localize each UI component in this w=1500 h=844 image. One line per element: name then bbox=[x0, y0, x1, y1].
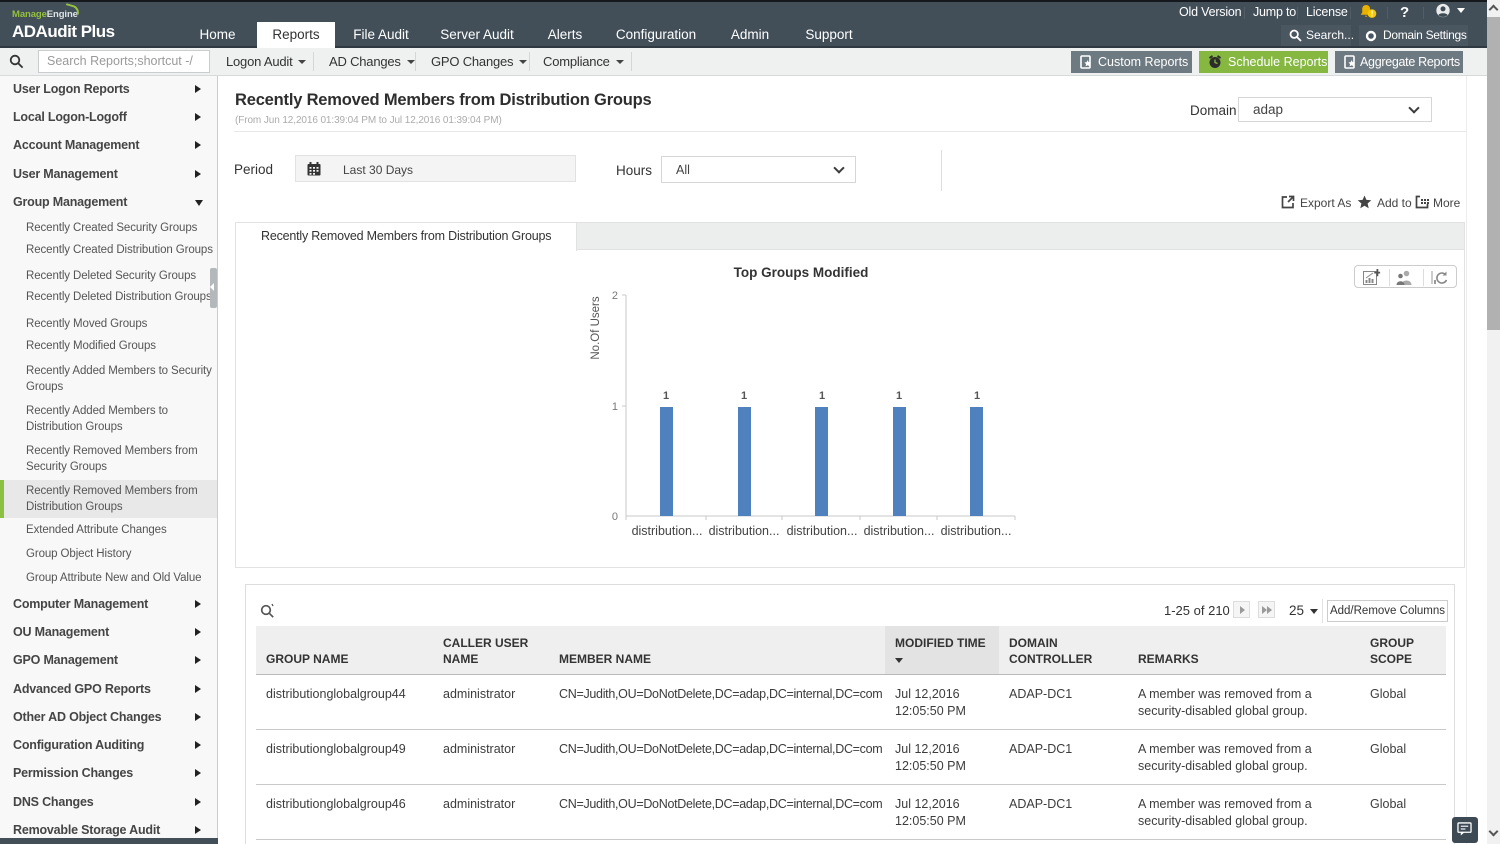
svg-text:distribution...: distribution... bbox=[709, 524, 780, 538]
svg-text:1: 1 bbox=[974, 390, 980, 402]
svg-text:distribution...: distribution... bbox=[787, 524, 858, 538]
svg-text:Top Groups Modified: Top Groups Modified bbox=[734, 265, 869, 280]
svg-text:0: 0 bbox=[612, 511, 618, 523]
svg-text:2: 2 bbox=[612, 290, 618, 302]
svg-text:1: 1 bbox=[819, 390, 825, 402]
svg-text:No.Of Users: No.Of Users bbox=[590, 296, 602, 360]
svg-text:1: 1 bbox=[896, 390, 902, 402]
svg-text:1: 1 bbox=[612, 401, 618, 413]
svg-text:!: ! bbox=[1371, 10, 1373, 19]
svg-text:distribution...: distribution... bbox=[632, 524, 703, 538]
svg-text:1: 1 bbox=[663, 390, 669, 402]
svg-text:distribution...: distribution... bbox=[864, 524, 935, 538]
svg-text:1: 1 bbox=[741, 390, 747, 402]
svg-text:distribution...: distribution... bbox=[941, 524, 1012, 538]
